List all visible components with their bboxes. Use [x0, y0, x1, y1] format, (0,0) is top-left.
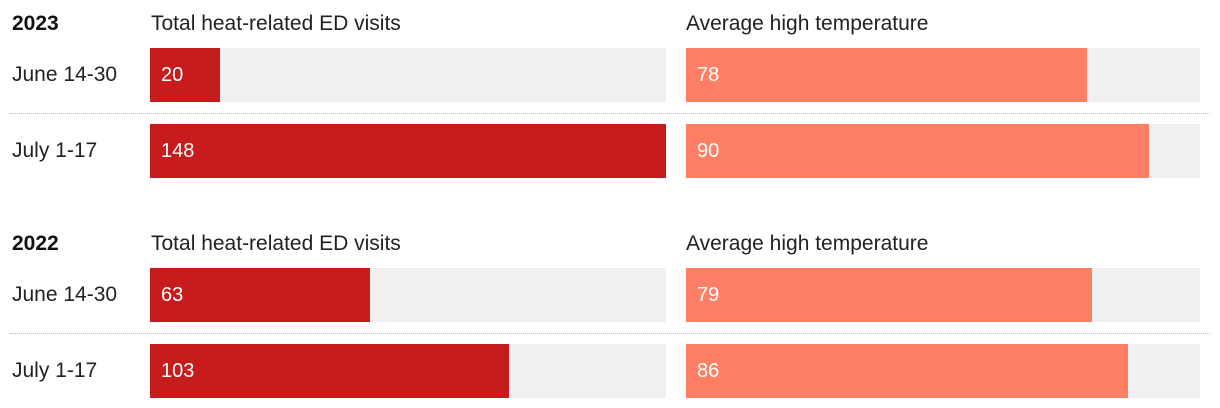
visits-value-label: 20: [161, 64, 184, 86]
visits-bar: [150, 48, 220, 102]
visits-bar-track: 148: [150, 124, 666, 178]
temperature-bar: [686, 48, 1087, 102]
temperature-value-label: 79: [697, 284, 720, 306]
visits-bar: [150, 268, 370, 322]
visits-bar-track: 20: [150, 48, 666, 102]
row-separator: [10, 113, 1210, 114]
row-separator: [10, 333, 1210, 334]
group-year-label: 2022: [12, 232, 59, 255]
row-2023-june: June 14-30 20 78: [0, 48, 1220, 102]
temperature-bar: [686, 344, 1129, 398]
temperature-bar-track: 79: [686, 268, 1200, 322]
visits-bar-track: 63: [150, 268, 666, 322]
visits-value-label: 63: [161, 284, 184, 306]
row-2023-july: July 1-17 148 90: [0, 124, 1220, 178]
temperature-column-title: Average high temperature: [686, 232, 929, 255]
visits-value-label: 103: [161, 360, 195, 382]
temperature-bar-track: 86: [686, 344, 1200, 398]
temperature-column-title: Average high temperature: [686, 12, 929, 35]
temperature-bar: [686, 124, 1149, 178]
group-year-label: 2023: [12, 12, 59, 35]
temperature-bar-track: 78: [686, 48, 1200, 102]
row-2022-july: July 1-17 103 86: [0, 344, 1220, 398]
visits-value-label: 148: [161, 140, 195, 162]
visits-column-title: Total heat-related ED visits: [151, 232, 401, 255]
visits-bar: [150, 124, 666, 178]
temperature-value-label: 90: [697, 140, 720, 162]
visits-bar-track: 103: [150, 344, 666, 398]
group-2022: 2022 Total heat-related ED visits Averag…: [0, 220, 1220, 398]
row-label: June 14-30: [12, 283, 118, 306]
row-2022-june: June 14-30 63 79: [0, 268, 1220, 322]
row-label: June 14-30: [12, 63, 118, 86]
visits-bar: [150, 344, 510, 398]
temperature-bar-track: 90: [686, 124, 1200, 178]
temperature-bar: [686, 268, 1093, 322]
temperature-value-label: 78: [697, 64, 720, 86]
visits-column-title: Total heat-related ED visits: [151, 12, 401, 35]
row-label: July 1-17: [12, 359, 98, 382]
row-label: July 1-17: [12, 139, 98, 162]
group-2023: 2023 Total heat-related ED visits Averag…: [0, 0, 1220, 178]
temperature-value-label: 86: [697, 360, 720, 382]
